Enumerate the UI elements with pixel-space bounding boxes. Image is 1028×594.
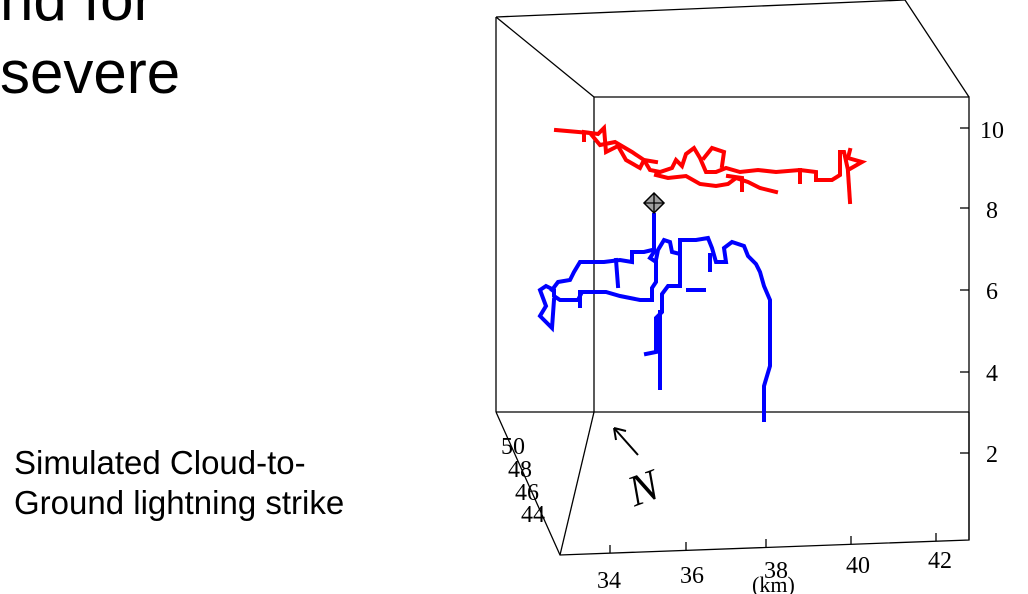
slide-text-line-1: nd for xyxy=(0,0,153,30)
z-tick-label: 8 xyxy=(986,198,998,224)
x-unit-label: (km) xyxy=(752,572,795,594)
caption-line-1: Simulated Cloud-to- xyxy=(14,444,306,481)
y-tick-label: 46 xyxy=(515,480,539,506)
north-arrow-icon xyxy=(613,427,639,456)
caption-line-2: Ground lightning strike xyxy=(14,484,345,521)
z-axis xyxy=(960,127,969,454)
negative-leader-channel xyxy=(537,213,772,422)
z-tick-label: 2 xyxy=(986,442,998,468)
z-tick-label: 4 xyxy=(986,361,998,387)
y-tick-label: 50 xyxy=(501,434,525,460)
north-label: N xyxy=(620,459,668,516)
y-tick-label: 48 xyxy=(508,457,532,483)
x-tick-label: 42 xyxy=(928,548,952,574)
z-tick-label: 6 xyxy=(986,279,998,305)
x-tick-label: 38 xyxy=(764,558,788,584)
slide-text-line-2: severe xyxy=(0,39,181,106)
x-tick-label: 34 xyxy=(597,568,621,594)
z-tick-label: 10 xyxy=(980,118,1004,144)
x-tick-label: 40 xyxy=(846,553,870,579)
x-tick-label: 36 xyxy=(680,563,704,589)
x-axis xyxy=(609,533,937,553)
positive-leader-channel xyxy=(553,123,868,205)
initiation-point-marker xyxy=(642,191,666,215)
y-tick-label: 44 xyxy=(521,502,545,528)
box-frame xyxy=(495,0,970,556)
